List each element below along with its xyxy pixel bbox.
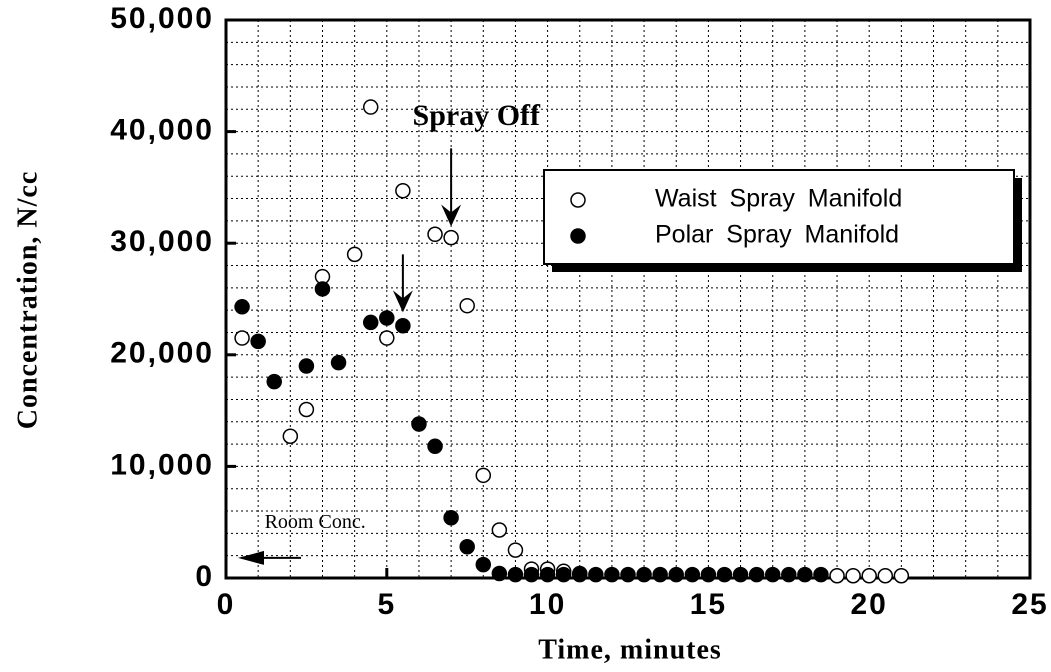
point [395, 318, 411, 334]
y-tick-label: 30,000 [110, 225, 214, 258]
point [379, 310, 395, 326]
arrow-head [392, 290, 413, 313]
point [861, 568, 877, 584]
point [234, 330, 250, 346]
point [427, 438, 443, 455]
annotation: Spray Off [413, 99, 542, 132]
point [523, 566, 540, 583]
point [459, 297, 475, 314]
point [716, 566, 733, 583]
point [491, 522, 508, 538]
y-tick-label: 50,000 [110, 2, 214, 35]
x-axis-label: Time, minutes [538, 634, 722, 665]
point [314, 281, 331, 297]
legend-label: Polar Spray Manifold [655, 221, 899, 249]
point [668, 566, 684, 583]
plot-frame [224, 18, 1032, 580]
point [298, 401, 315, 418]
point [620, 566, 636, 583]
point [427, 226, 443, 243]
x-tick-label: 10 [529, 588, 566, 621]
y-tick-label: 0 [195, 560, 214, 593]
point [652, 566, 668, 583]
point [748, 566, 765, 583]
point [684, 566, 701, 583]
point [459, 539, 475, 555]
x-tick-label: 0 [217, 588, 236, 621]
y-tick-label: 10,000 [110, 448, 214, 481]
point [539, 566, 556, 583]
y-tick-label: 40,000 [110, 114, 214, 147]
point [764, 566, 781, 583]
point [346, 246, 363, 263]
point [797, 566, 813, 583]
y-axis-label: Concentration, N/cc [12, 171, 43, 430]
point [234, 299, 250, 315]
point [443, 509, 459, 526]
point [507, 542, 524, 558]
point [250, 333, 266, 350]
arrow-head [238, 550, 264, 565]
point [282, 428, 299, 445]
point [813, 566, 829, 583]
y-tick-label: 20,000 [110, 337, 214, 370]
point [266, 373, 282, 390]
point [893, 568, 910, 584]
point [877, 568, 894, 584]
x-tick-label: 15 [690, 588, 727, 621]
point [732, 566, 749, 583]
point [298, 358, 315, 374]
point [636, 566, 652, 583]
annotation: Room Conc. [265, 511, 366, 533]
point [507, 566, 524, 583]
point [443, 229, 459, 246]
x-tick-label: 25 [1011, 588, 1048, 621]
x-tick-label: 20 [851, 588, 888, 621]
point [379, 330, 395, 346]
legend-marker [570, 192, 586, 208]
point [475, 467, 492, 484]
point [475, 556, 492, 573]
legend [543, 169, 1015, 265]
legend-marker [570, 228, 586, 244]
point [362, 314, 379, 331]
point [572, 566, 588, 583]
point [588, 566, 604, 583]
point [700, 566, 717, 583]
point [781, 566, 797, 583]
point [395, 182, 411, 199]
point [491, 565, 508, 582]
x-tick-label: 5 [377, 588, 396, 621]
point [411, 416, 427, 432]
point [555, 566, 572, 583]
legend-label: Waist Spray Manifold [655, 185, 902, 213]
point [604, 566, 620, 583]
point [330, 354, 347, 371]
point [362, 99, 379, 115]
point [829, 568, 845, 584]
arrow-head [441, 204, 462, 227]
point [845, 568, 861, 584]
